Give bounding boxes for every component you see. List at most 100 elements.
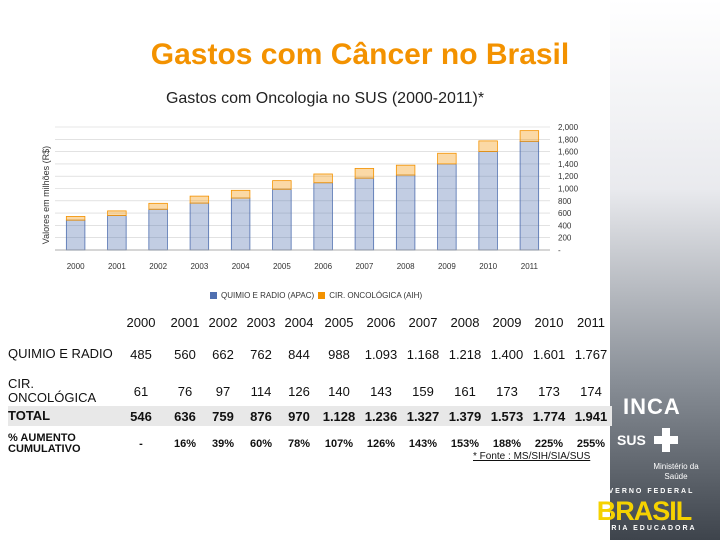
x-tick-label: 2003 [190, 262, 208, 271]
brasil-logo: BRASIL [596, 496, 693, 526]
legend-label-quimio: QUIMIO E RADIO (APAC) [221, 291, 315, 300]
bar-quimio-2000 [65, 219, 86, 251]
table-year-header: 2003 [246, 314, 276, 330]
bar-cirurgia-2004 [230, 189, 251, 199]
x-tick-label: 2006 [314, 262, 332, 271]
table-cell: 1.327 [402, 406, 444, 426]
bar-quimio-2002 [148, 208, 168, 251]
table-cell: 159 [412, 383, 434, 399]
bar-cirurgia-2003 [189, 195, 210, 204]
table-year-header: 2007 [408, 314, 438, 330]
bar-cirurgia-2005 [272, 180, 292, 190]
bar-cirurgia-2006 [313, 173, 333, 184]
page-title: Gastos com Câncer no Brasil [150, 38, 570, 71]
legend-swatch-quimio [210, 292, 217, 299]
bar-quimio-2004 [230, 197, 251, 251]
table-cell: 1.236 [360, 406, 402, 426]
data-table: 2000 2001 2002 2003 2004 2005 2006 2007 2008 2009… [8, 312, 612, 462]
table-cell: 970 [280, 406, 318, 426]
table-row: TOTAL 546 636 759 876 970 1.128 1.236 1.327 1.379… [8, 406, 612, 426]
table-cell: 560 [174, 346, 196, 362]
y-tick-label: 1,800 [558, 135, 579, 144]
governo-federal-label: GOVERNO FEDERAL [593, 488, 695, 495]
bar-cirurgia-2011 [519, 130, 540, 142]
x-tick-label: 2004 [232, 262, 250, 271]
table-row: % AUMENTO CUMULATIVO - 16% 39% 60% 78% 107% 126… [8, 426, 612, 462]
x-tick-label: 2011 [521, 262, 539, 271]
ministerio-logo: Ministério da Saúde [653, 462, 699, 481]
bar-cirurgia-2007 [354, 167, 375, 179]
table-cell: 60% [249, 438, 273, 450]
table-cell: 1.400 [490, 346, 524, 362]
table-cell: 126% [366, 438, 396, 450]
table-cell: 143 [370, 383, 392, 399]
y-tick-label: 200 [558, 234, 572, 243]
chart-subtitle: Gastos com Oncologia no SUS (2000-2011)* [165, 90, 485, 107]
table-cell: 153% [450, 438, 480, 450]
table-row-label: % AUMENTO CUMULATIVO [8, 432, 81, 455]
y-tick-label: 2,000 [558, 123, 579, 132]
table-row-label: CIR. ONCOLÓGICA [8, 376, 97, 405]
table-cell: 1.218 [448, 346, 482, 362]
bar-quimio-2003 [189, 202, 210, 251]
bar-cirurgia-2002 [148, 202, 168, 210]
sidebar-gradient [610, 0, 720, 540]
source-footnote: * Fonte : MS/SIH/SIA/SUS [473, 451, 591, 462]
table-row: CIR. ONCOLÓGICA 61 76 97 114 126 140 143 159 161 1… [8, 376, 612, 406]
table-cell: 988 [328, 346, 350, 362]
y-tick-label: 1,600 [558, 148, 579, 157]
table-year-header: 2010 [534, 314, 564, 330]
table-year-header: 2005 [324, 314, 354, 330]
table-cell: 188% [492, 438, 522, 450]
table-year-header: 2011 [577, 314, 605, 330]
table-cell: 662 [212, 346, 234, 362]
table-row-label: QUIMIO E RADIO [8, 346, 113, 361]
table-cell: 759 [204, 406, 242, 426]
x-tick-label: 2002 [149, 262, 167, 271]
chart-bars [55, 130, 550, 251]
table-header-row: 2000 2001 2002 2003 2004 2005 2006 2007 2008 2009… [8, 312, 612, 332]
table-cell: 1.093 [364, 346, 398, 362]
y-axis-ticks: 2,000 1,800 1,600 1,400 1,200 1,000 800 600 400 2… [558, 123, 579, 255]
legend-label-cirurgia: CIR. ONCOLÓGICA (AIH) [329, 291, 423, 300]
table-year-header: 2001 [170, 314, 200, 330]
table-cell: 173 [538, 383, 560, 399]
table-cell: 1.128 [318, 406, 360, 426]
table-cell: 173 [496, 383, 518, 399]
x-axis-ticks: 2000 2001 2002 2003 2004 2005 2006 2007 2008 2009… [67, 262, 539, 271]
patria-educadora-label: PÁTRIA EDUCADORA [591, 525, 697, 532]
table-cell: 1.767 [574, 346, 608, 362]
table-cell: 1.941 [570, 406, 612, 426]
bar-cirurgia-2009 [437, 152, 457, 165]
bar-quimio-2007 [354, 177, 375, 251]
bar-quimio-2008 [395, 174, 416, 251]
table-row: QUIMIO E RADIO 485 560 662 762 844 988 1.093 1.1… [8, 332, 612, 376]
table-cell: 1.774 [528, 406, 570, 426]
table-cell: 225% [534, 438, 564, 450]
bar-cirurgia-2001 [107, 210, 127, 216]
chart-legend: QUIMIO E RADIO (APAC) CIR. ONCOLÓGICA (A… [210, 291, 422, 300]
table-cell: 39% [211, 438, 235, 450]
table-cell: 161 [454, 383, 476, 399]
table-cell: - [139, 438, 143, 450]
table-cell: 1.601 [532, 346, 566, 362]
chart-grid [55, 126, 550, 251]
table-year-header: 2000 [126, 314, 156, 330]
sus-cross-icon [654, 428, 678, 452]
legend-swatch-cirurgia [318, 292, 326, 299]
bar-quimio-2011 [519, 140, 540, 251]
table-year-header: 2002 [208, 314, 238, 330]
x-tick-label: 2000 [67, 262, 85, 271]
table-cell: 1.573 [486, 406, 528, 426]
y-tick-label: - [558, 246, 561, 255]
bar-cirurgia-2008 [395, 164, 416, 176]
table-cell: 16% [173, 438, 197, 450]
bar-quimio-2005 [272, 188, 292, 251]
table-cell: 1.168 [406, 346, 440, 362]
table-cell: 97 [215, 383, 231, 399]
table-cell: 485 [130, 346, 152, 362]
table-cell: 76 [177, 383, 193, 399]
y-axis-label: Valores em milhões (R$) [41, 145, 51, 245]
table-cell: 61 [133, 383, 149, 399]
sus-logo: SUS [617, 432, 646, 448]
